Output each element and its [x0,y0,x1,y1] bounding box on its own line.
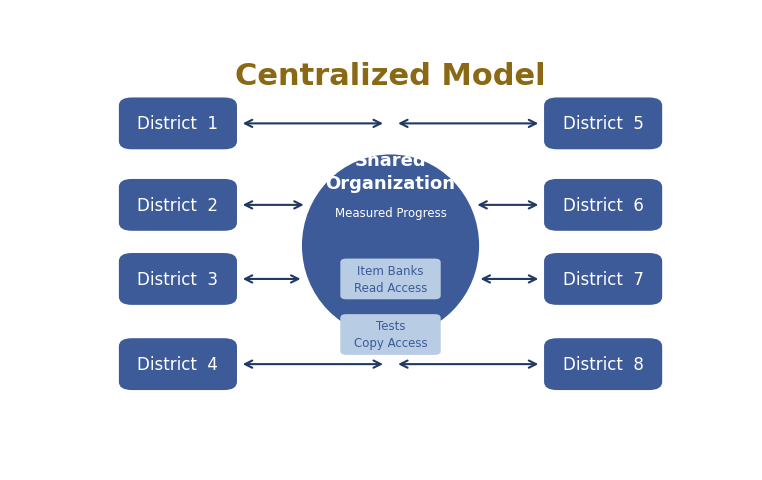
Text: District  8: District 8 [562,355,644,373]
FancyBboxPatch shape [544,338,662,390]
Text: District  2: District 2 [137,196,219,215]
FancyBboxPatch shape [119,98,237,150]
Text: Tests
Copy Access: Tests Copy Access [354,320,427,350]
Text: District  6: District 6 [562,196,644,215]
Text: District  5: District 5 [562,115,644,133]
FancyBboxPatch shape [119,338,237,390]
Text: District  4: District 4 [137,355,219,373]
FancyBboxPatch shape [119,253,237,305]
FancyBboxPatch shape [119,180,237,231]
FancyBboxPatch shape [544,180,662,231]
Text: District  7: District 7 [562,270,644,288]
Text: Shared
Organization: Shared Organization [325,152,456,192]
Ellipse shape [302,155,479,337]
Text: District  1: District 1 [137,115,219,133]
FancyBboxPatch shape [544,98,662,150]
FancyBboxPatch shape [341,314,440,355]
FancyBboxPatch shape [341,259,440,300]
Text: Centralized Model: Centralized Model [235,61,546,91]
Text: District  3: District 3 [137,270,219,288]
Text: Item Banks
Read Access: Item Banks Read Access [354,264,427,294]
FancyBboxPatch shape [544,253,662,305]
Text: Measured Progress: Measured Progress [335,206,447,219]
